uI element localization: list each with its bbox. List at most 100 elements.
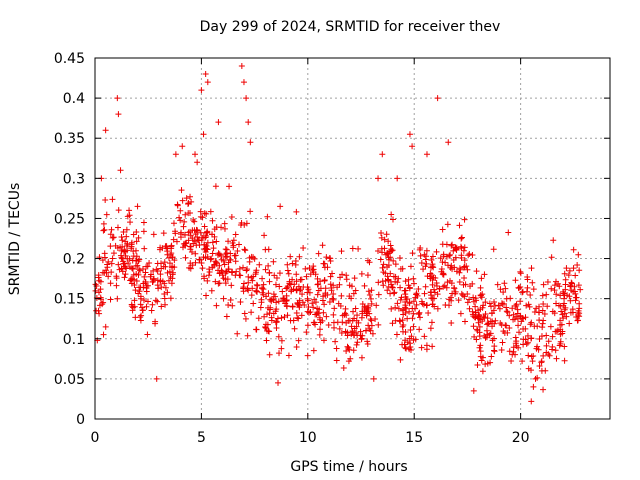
data-point — [561, 357, 568, 364]
data-point — [392, 278, 399, 285]
data-point — [517, 298, 524, 305]
x-tick-label: 5 — [197, 430, 206, 446]
data-point — [513, 338, 520, 345]
data-point — [460, 281, 467, 288]
data-point — [223, 313, 230, 320]
data-point — [475, 311, 482, 318]
data-point — [445, 139, 452, 146]
data-point — [283, 297, 290, 304]
data-point — [285, 270, 292, 277]
data-point — [113, 275, 120, 282]
data-point — [365, 288, 372, 295]
data-point — [264, 213, 271, 220]
data-point — [351, 275, 358, 282]
data-point — [105, 273, 112, 280]
data-point — [248, 309, 255, 316]
data-point — [477, 284, 484, 291]
data-point — [570, 265, 577, 272]
data-point — [413, 290, 420, 297]
data-point — [220, 275, 227, 282]
data-point — [158, 284, 165, 291]
data-point — [110, 250, 117, 257]
data-point — [158, 303, 165, 310]
data-point — [500, 289, 507, 296]
data-point — [155, 285, 162, 292]
data-point — [207, 208, 214, 215]
data-point — [568, 287, 575, 294]
data-point — [293, 271, 300, 278]
data-point — [268, 298, 275, 305]
data-point — [365, 322, 372, 329]
data-point — [497, 286, 504, 293]
data-point — [137, 317, 144, 324]
data-point — [461, 216, 468, 223]
data-point — [366, 292, 373, 299]
data-point — [180, 223, 187, 230]
data-point — [176, 214, 183, 221]
data-point — [529, 279, 536, 286]
data-point — [327, 273, 334, 280]
data-point — [491, 348, 498, 355]
data-point — [520, 326, 527, 333]
data-point — [367, 295, 374, 302]
data-point — [330, 311, 337, 318]
data-point — [143, 303, 150, 310]
data-point — [498, 346, 505, 353]
data-point — [536, 317, 543, 324]
data-point — [561, 300, 568, 307]
data-point — [311, 319, 318, 326]
data-point — [310, 263, 317, 270]
data-point — [455, 297, 462, 304]
data-point — [235, 241, 242, 248]
data-point — [487, 330, 494, 337]
data-point — [202, 234, 209, 241]
data-point — [240, 280, 247, 287]
data-point — [208, 255, 215, 262]
data-point — [157, 271, 164, 278]
data-point — [245, 273, 252, 280]
data-point — [444, 279, 451, 286]
data-point — [147, 273, 154, 280]
data-point — [265, 262, 272, 269]
data-point — [338, 292, 345, 299]
data-point — [350, 290, 357, 297]
data-point — [334, 319, 341, 326]
data-point — [182, 254, 189, 261]
data-point — [266, 270, 273, 277]
data-point — [110, 234, 117, 241]
data-point — [204, 79, 211, 86]
data-point — [457, 310, 464, 317]
data-point — [389, 216, 396, 223]
data-point — [237, 222, 244, 229]
data-point — [540, 300, 547, 307]
data-point — [298, 312, 305, 319]
data-point — [131, 281, 138, 288]
data-point — [100, 227, 107, 234]
data-point — [433, 279, 440, 286]
data-point — [234, 248, 241, 255]
data-point — [207, 256, 214, 263]
data-point — [488, 353, 495, 360]
data-point — [327, 257, 334, 264]
data-point — [268, 317, 275, 324]
data-point — [114, 245, 121, 252]
data-point — [519, 358, 526, 365]
data-point — [544, 278, 551, 285]
data-point — [171, 257, 178, 264]
data-point — [395, 275, 402, 282]
data-point — [563, 313, 570, 320]
data-point — [389, 284, 396, 291]
data-point — [105, 258, 112, 265]
data-point — [225, 302, 232, 309]
data-point — [482, 299, 489, 306]
data-point — [244, 332, 251, 339]
data-point — [429, 343, 436, 350]
data-point — [238, 63, 245, 70]
data-point — [216, 280, 223, 287]
data-point — [271, 272, 278, 279]
data-point — [466, 305, 473, 312]
data-point — [234, 330, 241, 337]
data-point — [314, 291, 321, 298]
data-point — [326, 255, 333, 262]
data-point — [301, 301, 308, 308]
